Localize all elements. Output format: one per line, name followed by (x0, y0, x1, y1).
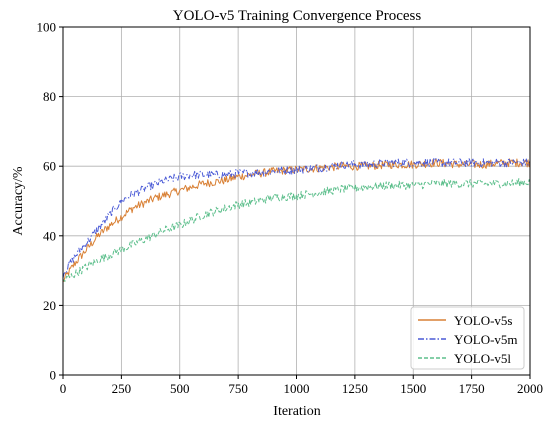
series-line-yolo-v5m (62, 158, 531, 279)
series-line-yolo-v5l (62, 178, 531, 282)
x-axis-label: Iteration (273, 404, 320, 419)
plot-lines (62, 158, 531, 282)
x-tick-label: 2000 (517, 381, 543, 396)
legend-label-yolo-v5l: YOLO-v5l (454, 351, 511, 366)
y-tick-label: 40 (43, 228, 56, 243)
x-tick-label: 500 (170, 381, 190, 396)
legend-label-yolo-v5s: YOLO-v5s (454, 313, 513, 328)
legend-label-yolo-v5m: YOLO-v5m (454, 332, 518, 347)
x-tick-label: 1750 (459, 381, 485, 396)
y-tick-label: 20 (43, 298, 56, 313)
x-tick-label: 0 (60, 381, 67, 396)
x-tick-label: 250 (112, 381, 132, 396)
x-tick-label: 1000 (284, 381, 310, 396)
chart-title: YOLO-v5 Training Convergence Process (173, 8, 422, 24)
axis-ticks: 0 250 500 750 1000 1250 1500 1750 2000 0 20 40 60 80 1… (37, 20, 544, 397)
y-tick-label: 100 (37, 20, 57, 35)
y-tick-label: 60 (43, 159, 56, 174)
y-tick-label: 80 (43, 89, 56, 104)
y-tick-label: 0 (50, 368, 57, 383)
x-tick-label: 1250 (342, 381, 368, 396)
legend: YOLO-v5s YOLO-v5m YOLO-v5l (410, 306, 525, 370)
x-tick-label: 1500 (400, 381, 426, 396)
legend-box (410, 306, 525, 370)
x-tick-label: 750 (228, 381, 248, 396)
y-axis-label: Accuracy/% (11, 166, 26, 236)
